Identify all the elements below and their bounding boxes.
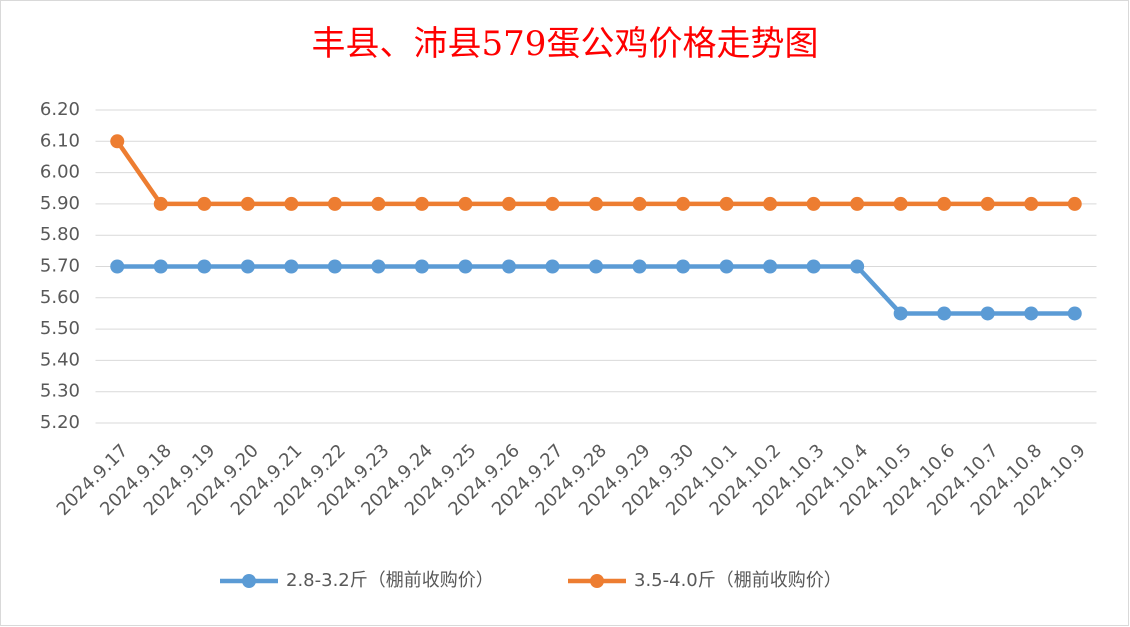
data-point: [197, 259, 212, 274]
data-point: [545, 196, 560, 211]
data-point: [110, 134, 125, 149]
data-point: [1024, 196, 1039, 211]
data-point: [676, 259, 691, 274]
data-point: [153, 259, 168, 274]
legend-marker: [590, 574, 604, 588]
data-point: [545, 259, 560, 274]
data-point: [632, 259, 647, 274]
data-point: [806, 196, 821, 211]
data-point: [284, 259, 299, 274]
data-point: [197, 196, 212, 211]
data-point: [371, 259, 386, 274]
y-tick-label: 5.90: [40, 193, 80, 214]
y-tick-label: 5.80: [40, 224, 80, 245]
data-point: [850, 196, 865, 211]
data-point: [458, 259, 473, 274]
data-point: [458, 196, 473, 211]
data-point: [327, 196, 342, 211]
y-tick-label: 5.70: [40, 256, 80, 277]
legend-label: 2.8-3.2斤（棚前收购价）: [286, 570, 494, 591]
data-point: [719, 259, 734, 274]
data-point: [1067, 306, 1082, 321]
data-point: [589, 196, 603, 211]
data-point: [501, 196, 516, 211]
data-point: [240, 259, 255, 274]
y-tick-label: 5.60: [40, 287, 80, 308]
legend-marker: [242, 574, 256, 588]
y-tick-label: 5.50: [40, 318, 80, 339]
data-point: [676, 196, 691, 211]
chart-title: 丰县、沛县579蛋公鸡价格走势图: [312, 24, 819, 64]
data-point: [110, 259, 125, 274]
data-point: [850, 259, 865, 274]
data-point: [806, 259, 821, 274]
data-point: [284, 196, 299, 211]
data-point: [1024, 306, 1039, 321]
data-point: [893, 306, 908, 321]
data-point: [327, 259, 342, 274]
data-point: [980, 306, 995, 321]
y-tick-label: 5.30: [40, 381, 80, 402]
data-point: [937, 196, 952, 211]
data-point: [1067, 196, 1082, 211]
data-point: [763, 259, 778, 274]
data-point: [153, 196, 168, 211]
data-point: [763, 196, 778, 211]
data-point: [371, 196, 386, 211]
data-point: [589, 259, 603, 274]
data-point: [632, 196, 647, 211]
data-point: [937, 306, 952, 321]
data-point: [719, 196, 734, 211]
y-tick-label: 5.40: [40, 349, 80, 370]
y-tick-label: 6.10: [40, 130, 80, 151]
legend-label: 3.5-4.0斤（棚前收购价）: [634, 570, 842, 591]
data-point: [501, 259, 516, 274]
data-point: [893, 196, 908, 211]
data-point: [240, 196, 255, 211]
data-point: [414, 196, 429, 211]
y-tick-label: 5.20: [40, 412, 80, 433]
data-point: [414, 259, 429, 274]
y-tick-label: 6.00: [40, 162, 80, 183]
y-tick-label: 6.20: [40, 99, 80, 120]
data-point: [980, 196, 995, 211]
